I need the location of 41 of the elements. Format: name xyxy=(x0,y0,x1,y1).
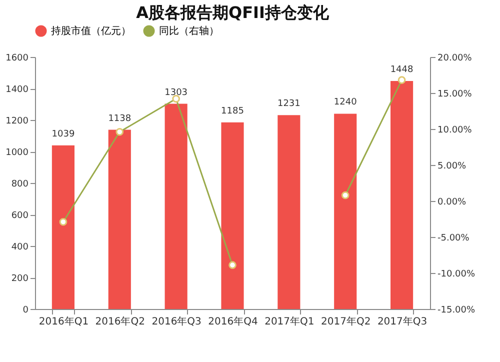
y-tick-label: 200 xyxy=(11,274,29,284)
y2-tick-label: 5.00% xyxy=(438,162,467,172)
y2-tick-label: 20.00% xyxy=(438,54,472,64)
y-tick-label: 0 xyxy=(22,306,29,316)
data-label: 1303 xyxy=(164,88,188,98)
y2-tick-label: 10.00% xyxy=(438,126,472,136)
data-label: 1448 xyxy=(390,64,414,75)
y2-tick-label: -15.00% xyxy=(438,306,476,316)
data-label: 1185 xyxy=(221,106,244,116)
legend-label: 持股市值（亿元） xyxy=(51,25,131,37)
x-tick-label: 2017年Q3 xyxy=(377,316,428,328)
x-tick-label: 2016年Q4 xyxy=(208,316,258,328)
bar xyxy=(390,80,414,309)
x-tick-label: 2016年Q2 xyxy=(95,316,145,328)
data-label: 1039 xyxy=(52,129,75,140)
x-tick-label: 2016年Q3 xyxy=(152,316,202,328)
y-tick-label: 1000 xyxy=(6,148,29,158)
y-tick-label: 1400 xyxy=(6,85,29,95)
y-tick-label: 1600 xyxy=(6,54,29,64)
bar xyxy=(221,122,244,309)
y-tick-label: 1200 xyxy=(6,116,29,126)
data-label: 1240 xyxy=(334,98,358,108)
bar xyxy=(108,130,131,309)
data-label: 1138 xyxy=(108,114,132,124)
bar xyxy=(164,104,188,309)
x-tick-label: 2016年Q1 xyxy=(38,316,89,328)
y-tick-label: 600 xyxy=(11,211,29,221)
y-tick-label: 400 xyxy=(11,242,29,252)
y2-tick-label: 0.00% xyxy=(438,198,467,208)
data-label: 1231 xyxy=(277,99,300,110)
y-tick-label: 800 xyxy=(11,180,29,190)
bar xyxy=(52,145,74,309)
bar xyxy=(278,115,300,309)
bar xyxy=(334,114,357,309)
chart-title: A股各报告期QFII持仓变化 xyxy=(136,3,330,22)
x-tick-label: 2017年Q2 xyxy=(321,316,371,328)
x-tick-label: 2017年Q1 xyxy=(264,316,314,328)
y2-tick-label: -10.00% xyxy=(438,270,476,280)
y2-tick-label: -5.00% xyxy=(438,234,470,244)
legend-label: 同比（右轴） xyxy=(159,25,219,37)
y2-tick-label: 15.00% xyxy=(438,90,472,100)
